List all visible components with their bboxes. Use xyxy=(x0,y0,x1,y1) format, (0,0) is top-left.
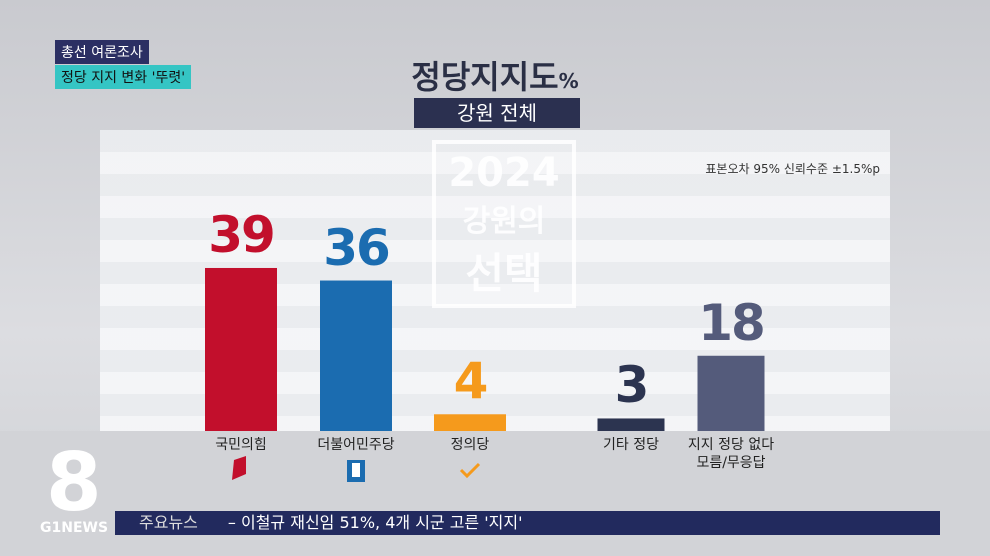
category-label: 더불어민주당 xyxy=(317,437,395,453)
value-label: 36 xyxy=(323,218,391,277)
category-label: 지지 정당 없다 모름/무응답 xyxy=(687,437,775,471)
party-icon xyxy=(352,463,360,477)
category-label: 기타 정당 xyxy=(603,437,659,453)
value-label: 3 xyxy=(614,356,650,415)
category-label: 국민의힘 xyxy=(215,437,267,453)
ticker-label: 주요뉴스 xyxy=(139,513,198,532)
subtitle: 강원 전체 xyxy=(414,98,580,128)
watermark-year: 2024 xyxy=(448,150,560,196)
ticker-text: – 이철규 재신임 51%, 4개 시군 고른 '지지' xyxy=(227,513,523,532)
watermark-line: 강원의 xyxy=(462,204,546,239)
bar xyxy=(320,280,392,431)
chart-title: 정당지지도 xyxy=(411,58,559,96)
note: 표본오차 95% 신뢰수준 ±1.5%p xyxy=(705,162,880,176)
bar xyxy=(597,418,665,431)
headline: 정당 지지 변화 '뚜렷' xyxy=(55,65,192,89)
floor xyxy=(0,431,990,556)
unit: % xyxy=(558,69,579,93)
bar xyxy=(434,414,506,431)
ticker: 주요뉴스 – 이철규 재신임 51%, 4개 시군 고른 '지지' xyxy=(115,511,940,535)
bar xyxy=(205,267,277,431)
value-label: 18 xyxy=(698,293,766,352)
party-icon xyxy=(459,462,481,479)
party-icon xyxy=(232,456,246,480)
category-label: 정의당 xyxy=(450,437,490,453)
logo-brand: G1NEWS xyxy=(40,520,109,536)
bar xyxy=(697,355,765,431)
watermark: 2024 강원의 선택 xyxy=(432,140,576,308)
logo-number: 8 xyxy=(46,436,102,529)
value-label: 39 xyxy=(208,205,276,264)
value-label: 4 xyxy=(453,352,489,411)
tag: 총선 여론조사 xyxy=(55,40,149,64)
chart-title-box: 정당지지도% xyxy=(0,52,990,98)
watermark-line: 선택 xyxy=(465,249,543,298)
